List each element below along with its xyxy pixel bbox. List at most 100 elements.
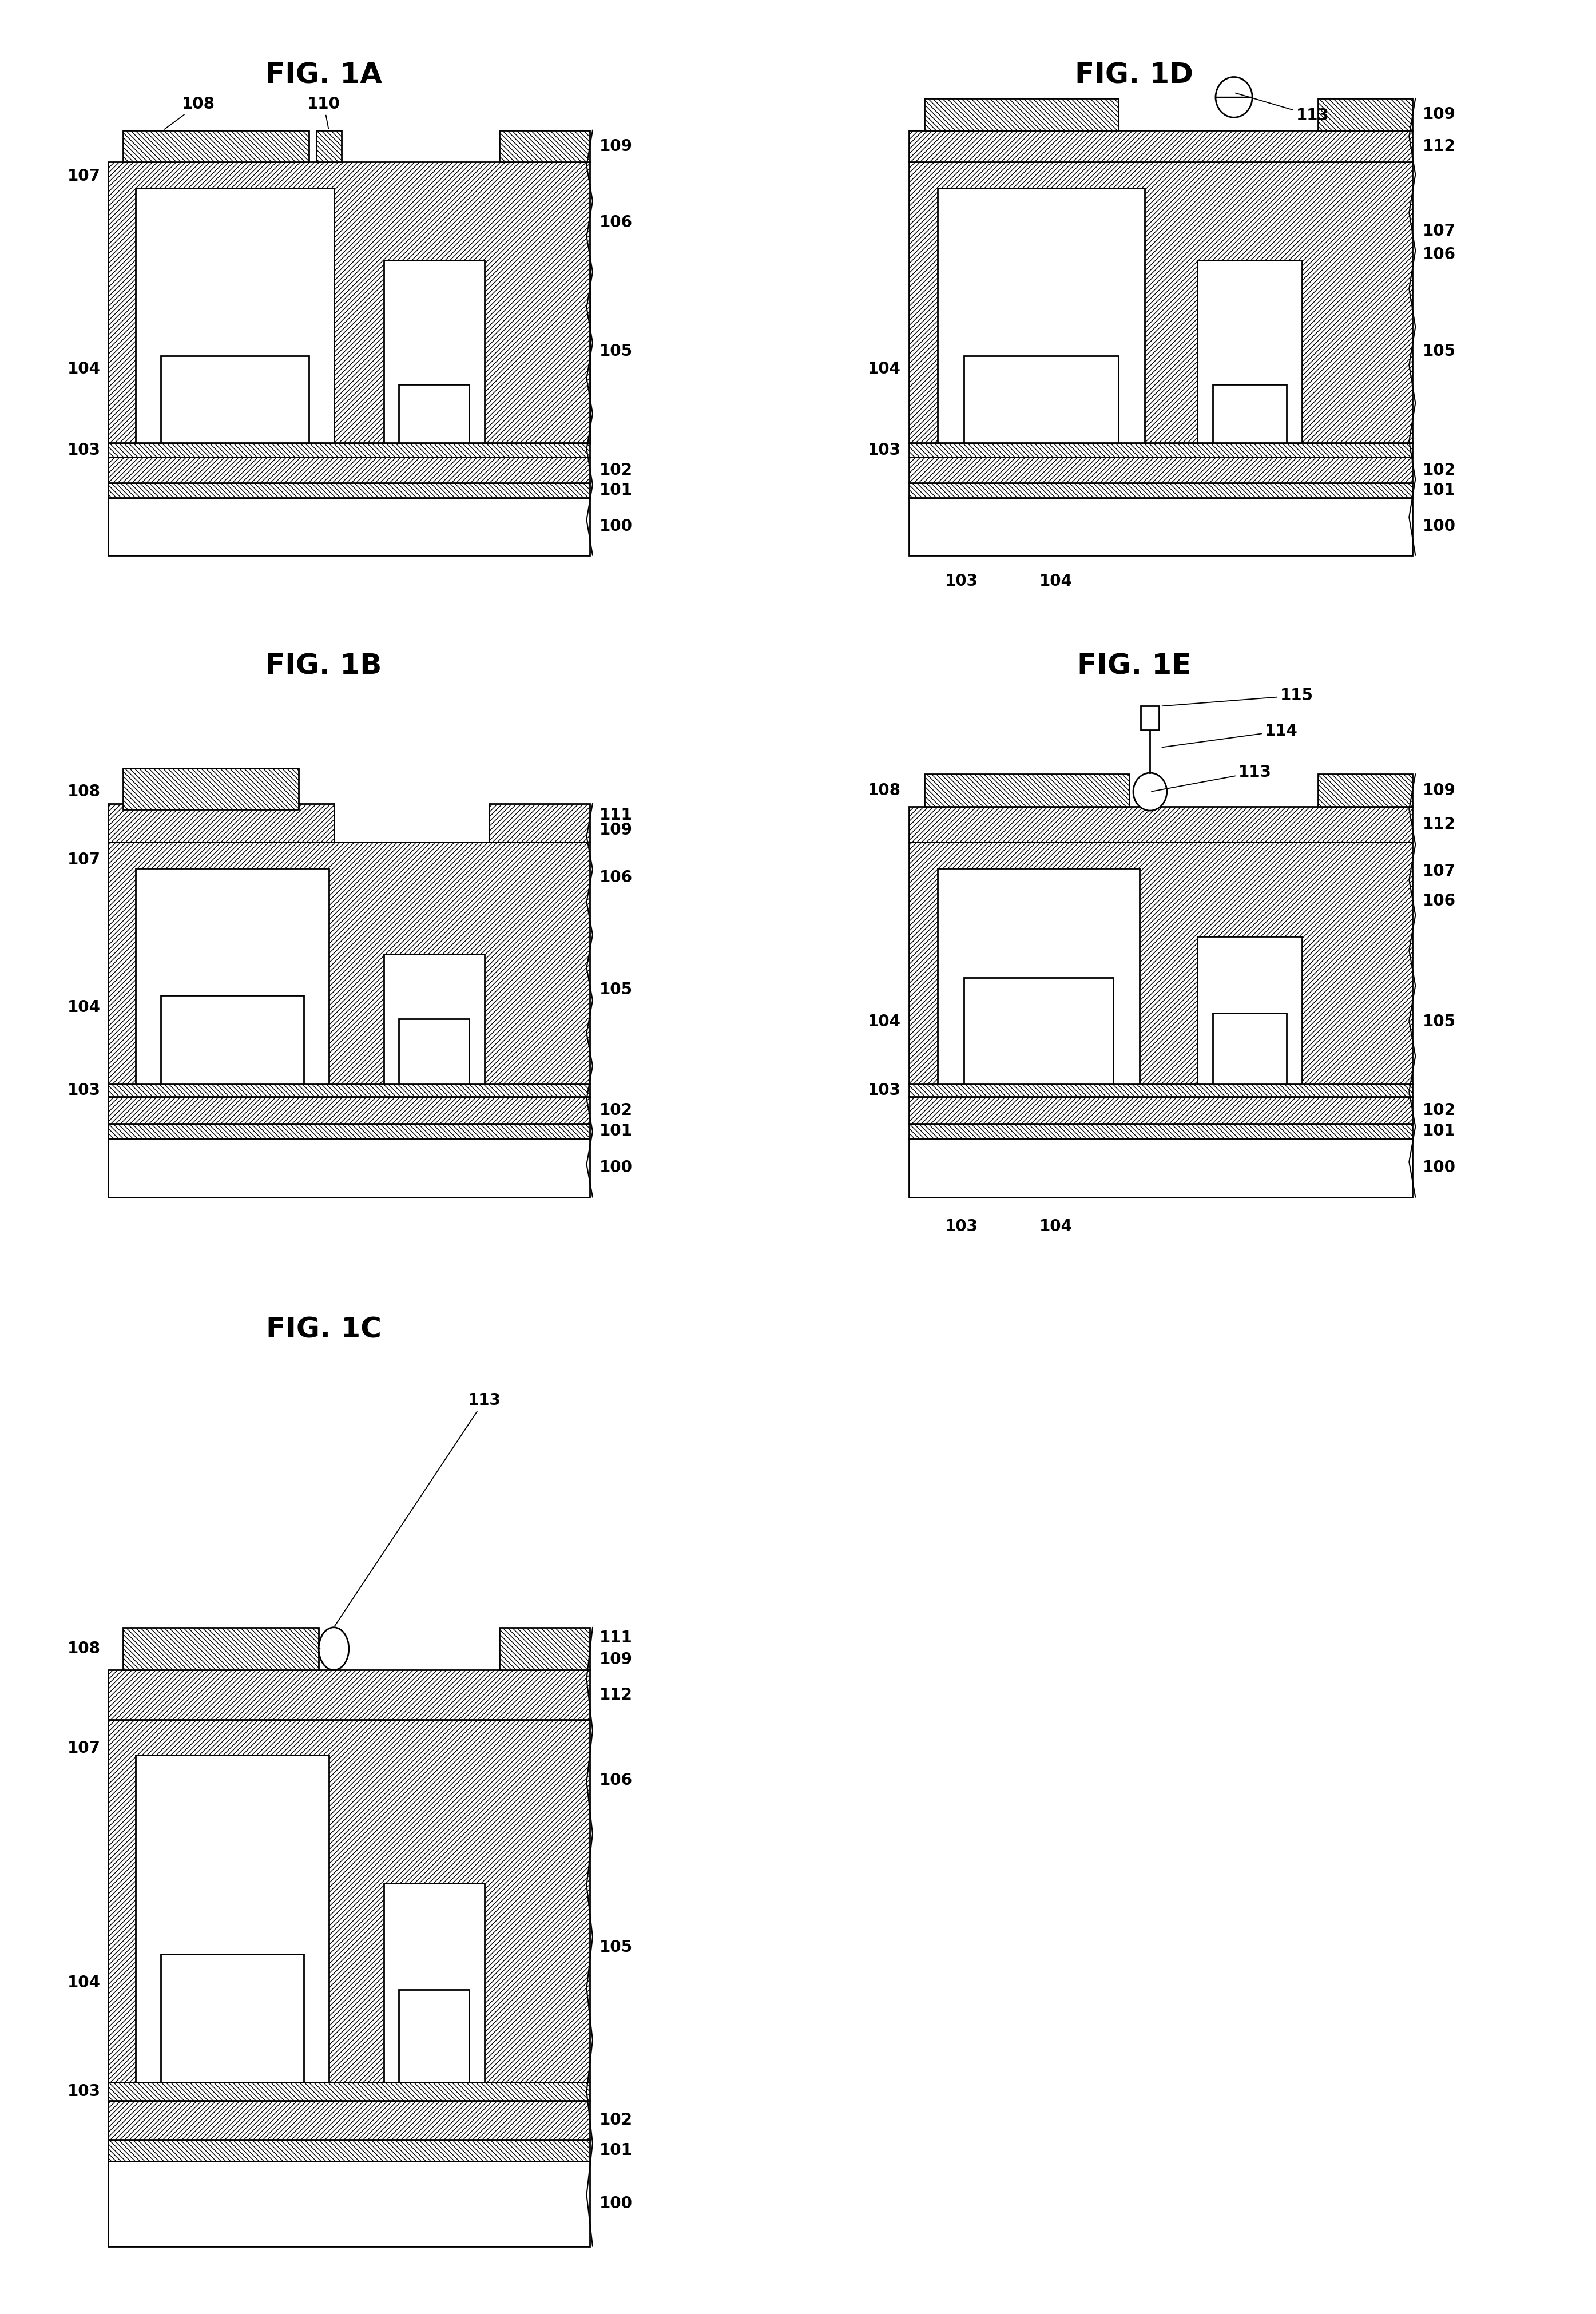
Text: 108: 108 <box>164 97 215 130</box>
Text: 111: 111 <box>600 1629 632 1645</box>
Text: 109: 109 <box>600 139 632 155</box>
Bar <box>109 803 334 842</box>
Bar <box>908 442 1412 458</box>
Bar <box>908 842 1412 1083</box>
Text: 100: 100 <box>600 2196 634 2212</box>
Bar <box>399 1990 469 2083</box>
Text: FIG. 1B: FIG. 1B <box>265 653 381 680</box>
Bar <box>316 130 342 162</box>
Text: 105: 105 <box>1422 1014 1456 1030</box>
Text: 109: 109 <box>1422 782 1456 798</box>
Text: 112: 112 <box>600 1687 632 1703</box>
Bar <box>938 868 1140 1083</box>
Circle shape <box>1133 773 1167 810</box>
Bar <box>1197 261 1302 442</box>
Text: 105: 105 <box>600 1939 634 1955</box>
Text: 112: 112 <box>1422 139 1456 155</box>
Bar <box>908 1083 1412 1097</box>
Text: 109: 109 <box>600 1652 632 1668</box>
Bar <box>964 356 1119 442</box>
Text: 112: 112 <box>1422 817 1456 833</box>
Text: 102: 102 <box>600 2113 634 2129</box>
Bar <box>136 868 329 1083</box>
Bar <box>908 498 1412 555</box>
Text: 101: 101 <box>1422 481 1456 498</box>
Bar <box>109 1122 589 1138</box>
Circle shape <box>1216 76 1253 118</box>
Bar <box>1213 384 1286 442</box>
Bar <box>1318 775 1412 808</box>
Bar <box>109 1719 589 2083</box>
Text: 102: 102 <box>600 1101 634 1118</box>
Text: 113: 113 <box>1152 764 1272 791</box>
Text: 102: 102 <box>1422 1101 1456 1118</box>
Text: 110: 110 <box>306 97 340 130</box>
Bar <box>385 261 484 442</box>
Text: 106: 106 <box>1422 893 1456 909</box>
Bar <box>109 1097 589 1122</box>
Text: 104: 104 <box>67 1000 101 1016</box>
Bar <box>136 1756 329 2083</box>
Bar <box>109 498 589 555</box>
Text: 108: 108 <box>868 782 900 798</box>
Text: 100: 100 <box>1422 518 1456 535</box>
Text: FIG. 1E: FIG. 1E <box>1077 653 1191 680</box>
Text: 113: 113 <box>335 1393 501 1627</box>
Text: 104: 104 <box>67 361 101 377</box>
Bar <box>109 2161 589 2247</box>
Bar <box>924 97 1119 130</box>
Text: 107: 107 <box>67 169 101 185</box>
Bar <box>908 162 1412 442</box>
Text: 106: 106 <box>600 215 634 231</box>
Bar <box>109 842 589 1083</box>
Bar <box>109 2101 589 2140</box>
Text: 108: 108 <box>67 1641 101 1657</box>
Text: 103: 103 <box>945 1219 978 1236</box>
Text: 107: 107 <box>67 852 101 868</box>
Bar <box>964 977 1114 1083</box>
Text: 107: 107 <box>1422 224 1456 238</box>
Bar <box>123 768 298 810</box>
Text: 100: 100 <box>600 1159 634 1176</box>
Circle shape <box>319 1627 350 1671</box>
Bar <box>1197 937 1302 1083</box>
Text: 100: 100 <box>1422 1159 1456 1176</box>
Text: 115: 115 <box>1162 687 1314 706</box>
Text: 101: 101 <box>600 481 632 498</box>
Text: 108: 108 <box>67 784 101 801</box>
Bar <box>123 130 308 162</box>
Bar <box>908 1122 1412 1138</box>
Bar <box>500 130 589 162</box>
Bar <box>109 484 589 498</box>
Bar <box>109 2083 589 2101</box>
Text: 107: 107 <box>67 1740 101 1756</box>
Bar <box>109 442 589 458</box>
Bar <box>908 458 1412 484</box>
Text: 103: 103 <box>67 1083 101 1099</box>
Text: 111: 111 <box>600 808 632 824</box>
Bar <box>109 458 589 484</box>
Text: 102: 102 <box>1422 463 1456 479</box>
Bar <box>1318 97 1412 130</box>
Bar <box>500 1627 589 1671</box>
Text: 103: 103 <box>868 442 900 458</box>
Text: 104: 104 <box>868 1014 900 1030</box>
Bar <box>161 356 308 442</box>
Bar <box>908 484 1412 498</box>
Bar <box>1213 1014 1286 1083</box>
Text: 105: 105 <box>600 342 634 359</box>
Bar <box>123 1627 319 1671</box>
Bar <box>938 187 1144 442</box>
Text: FIG. 1C: FIG. 1C <box>267 1317 381 1344</box>
Bar <box>399 1018 469 1083</box>
Bar <box>109 261 589 442</box>
Text: 101: 101 <box>1422 1122 1456 1138</box>
Bar <box>908 808 1412 842</box>
Bar <box>1141 706 1159 729</box>
Bar <box>908 1097 1412 1122</box>
Text: 101: 101 <box>600 1122 632 1138</box>
Text: 103: 103 <box>67 2083 101 2099</box>
Bar <box>385 1884 484 2083</box>
Text: 104: 104 <box>1039 574 1073 590</box>
Bar <box>109 1083 589 1097</box>
